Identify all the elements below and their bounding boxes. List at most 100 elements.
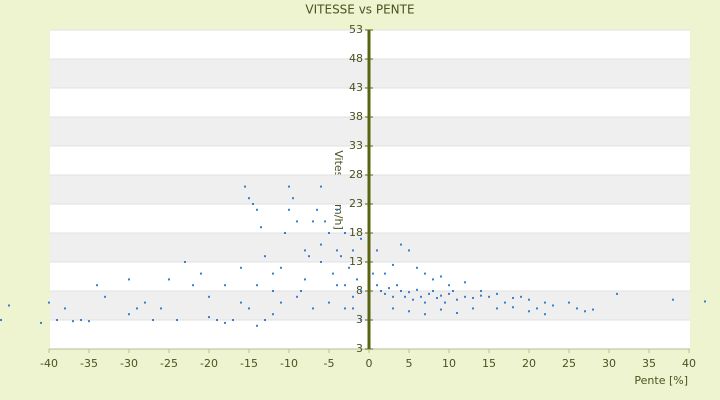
point <box>672 298 674 301</box>
point <box>240 301 242 304</box>
point <box>328 232 330 234</box>
point <box>160 307 162 310</box>
y-tick-label: 3 <box>356 342 363 355</box>
point <box>200 272 202 275</box>
point <box>144 301 146 304</box>
point <box>88 320 90 323</box>
y-tick-label: 8 <box>356 284 363 297</box>
point <box>464 295 466 298</box>
point <box>472 296 474 299</box>
point <box>436 296 438 299</box>
point <box>128 313 130 316</box>
point <box>340 255 342 258</box>
point <box>444 301 446 304</box>
point <box>104 295 106 298</box>
point <box>292 197 294 200</box>
x-tick-label: -15 <box>240 357 258 370</box>
point <box>440 308 442 311</box>
point <box>352 249 354 252</box>
point <box>336 249 338 252</box>
point <box>552 304 554 307</box>
point <box>264 255 266 258</box>
point <box>380 290 382 292</box>
y-tick-label: 28 <box>349 168 363 181</box>
point <box>416 288 418 291</box>
y-tick-label: 33 <box>349 139 363 152</box>
point <box>352 307 354 310</box>
point <box>208 295 210 298</box>
x-tick-label: -25 <box>160 357 178 370</box>
point <box>504 301 506 304</box>
point <box>280 301 282 304</box>
point <box>472 307 474 310</box>
point <box>324 220 326 223</box>
point <box>136 307 138 310</box>
point <box>456 298 458 301</box>
point <box>312 307 314 310</box>
point <box>528 298 530 301</box>
point <box>176 319 178 321</box>
point <box>496 307 498 310</box>
y-tick-label: 23 <box>349 197 363 210</box>
point <box>360 290 362 292</box>
point <box>96 284 98 287</box>
point <box>448 292 450 295</box>
point <box>152 319 154 321</box>
point <box>64 307 66 310</box>
point <box>420 295 422 298</box>
point <box>256 208 258 211</box>
point <box>332 272 334 275</box>
point <box>256 284 258 287</box>
point <box>384 292 386 295</box>
point <box>408 291 410 294</box>
point <box>304 278 306 281</box>
point <box>360 319 362 321</box>
point <box>488 295 490 298</box>
point <box>284 232 286 234</box>
point <box>360 237 362 240</box>
point <box>544 313 546 316</box>
point <box>272 313 274 316</box>
point <box>592 308 594 311</box>
x-tick-label: 10 <box>442 357 456 370</box>
point <box>424 301 426 304</box>
point <box>376 284 378 287</box>
point <box>456 312 458 315</box>
point <box>376 249 378 252</box>
point <box>356 278 358 281</box>
point <box>208 316 210 319</box>
x-tick-label: 15 <box>482 357 496 370</box>
point <box>312 220 314 223</box>
point <box>240 266 242 269</box>
point <box>264 319 266 321</box>
point <box>280 266 282 269</box>
point <box>704 300 706 303</box>
point <box>336 284 338 287</box>
point <box>316 208 318 211</box>
point <box>544 301 546 304</box>
point <box>128 278 130 281</box>
point <box>392 295 394 298</box>
point <box>480 290 482 292</box>
point <box>400 290 402 292</box>
point <box>400 243 402 246</box>
point <box>496 292 498 295</box>
point <box>432 290 434 292</box>
point <box>392 307 394 310</box>
point <box>244 185 246 188</box>
point <box>432 278 434 281</box>
point <box>8 304 10 307</box>
point <box>168 278 170 281</box>
point <box>584 310 586 313</box>
x-tick-label: -20 <box>200 357 218 370</box>
point <box>344 232 346 234</box>
x-tick-label: -30 <box>120 357 138 370</box>
point <box>272 272 274 275</box>
point <box>512 296 514 299</box>
point <box>344 307 346 310</box>
point <box>388 287 390 290</box>
x-axis-title: Pente [%] <box>634 374 688 387</box>
point <box>568 301 570 304</box>
point <box>412 298 414 301</box>
y-tick-label: 53 <box>349 23 363 36</box>
